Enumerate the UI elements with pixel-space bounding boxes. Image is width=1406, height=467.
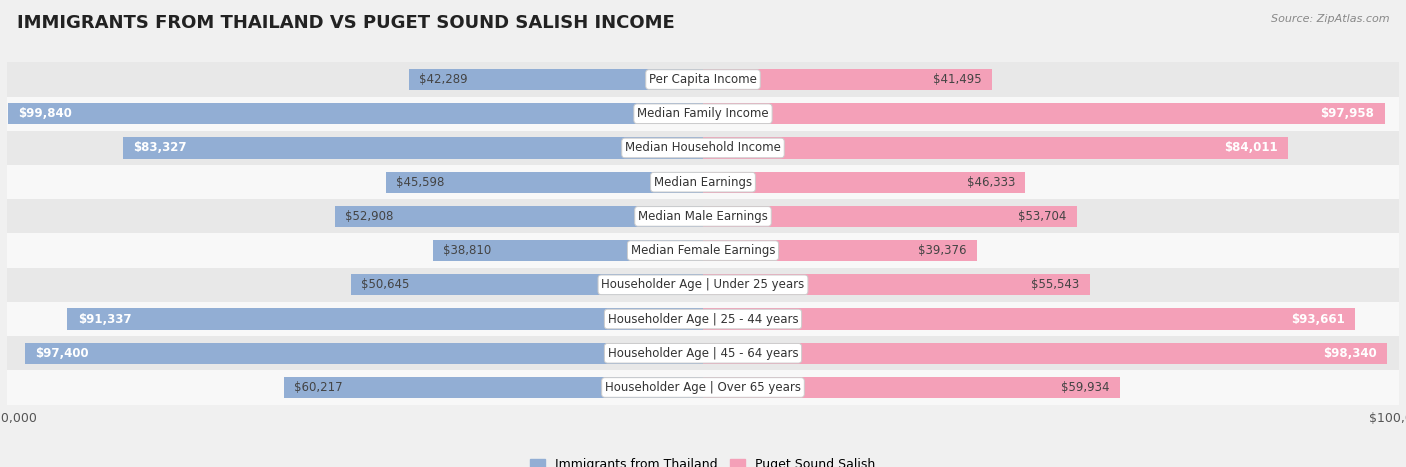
Bar [335, 206, 703, 227]
Text: $50,645: $50,645 [361, 278, 409, 291]
Text: $93,661: $93,661 [1291, 312, 1344, 325]
Text: $46,333: $46,333 [967, 176, 1015, 189]
Text: $39,376: $39,376 [918, 244, 966, 257]
Text: $53,704: $53,704 [1018, 210, 1066, 223]
Text: $41,495: $41,495 [932, 73, 981, 86]
Bar [7, 97, 1399, 131]
Text: $99,840: $99,840 [18, 107, 73, 120]
Text: Per Capita Income: Per Capita Income [650, 73, 756, 86]
Bar [409, 69, 703, 90]
Text: IMMIGRANTS FROM THAILAND VS PUGET SOUND SALISH INCOME: IMMIGRANTS FROM THAILAND VS PUGET SOUND … [17, 14, 675, 32]
Text: Householder Age | 25 - 44 years: Householder Age | 25 - 44 years [607, 312, 799, 325]
Bar [703, 240, 977, 261]
Bar [7, 199, 1399, 234]
Bar [7, 268, 1399, 302]
Bar [703, 274, 1090, 296]
Text: $97,400: $97,400 [35, 347, 89, 360]
Bar [350, 274, 703, 296]
Bar [7, 63, 1399, 97]
Text: $84,011: $84,011 [1223, 142, 1277, 155]
Bar [67, 308, 703, 330]
Bar [25, 343, 703, 364]
Text: Median Household Income: Median Household Income [626, 142, 780, 155]
Text: Median Family Income: Median Family Income [637, 107, 769, 120]
Legend: Immigrants from Thailand, Puget Sound Salish: Immigrants from Thailand, Puget Sound Sa… [526, 453, 880, 467]
Bar [703, 377, 1121, 398]
Text: Median Female Earnings: Median Female Earnings [631, 244, 775, 257]
Bar [7, 370, 1399, 404]
Text: $98,340: $98,340 [1323, 347, 1376, 360]
Bar [7, 131, 1399, 165]
Text: Source: ZipAtlas.com: Source: ZipAtlas.com [1271, 14, 1389, 24]
Bar [703, 343, 1388, 364]
Text: $97,958: $97,958 [1320, 107, 1374, 120]
Text: Median Male Earnings: Median Male Earnings [638, 210, 768, 223]
Text: $55,543: $55,543 [1031, 278, 1080, 291]
Text: Householder Age | 45 - 64 years: Householder Age | 45 - 64 years [607, 347, 799, 360]
Bar [7, 234, 1399, 268]
Bar [433, 240, 703, 261]
Text: $60,217: $60,217 [294, 381, 343, 394]
Bar [8, 103, 703, 124]
Bar [385, 171, 703, 193]
Bar [7, 165, 1399, 199]
Text: $91,337: $91,337 [77, 312, 131, 325]
Text: $42,289: $42,289 [419, 73, 468, 86]
Bar [703, 308, 1355, 330]
Bar [7, 336, 1399, 370]
Bar [703, 137, 1288, 159]
Text: $59,934: $59,934 [1062, 381, 1109, 394]
Text: Householder Age | Over 65 years: Householder Age | Over 65 years [605, 381, 801, 394]
Text: $83,327: $83,327 [134, 142, 187, 155]
Bar [703, 103, 1385, 124]
Text: $38,810: $38,810 [443, 244, 492, 257]
Bar [284, 377, 703, 398]
Bar [124, 137, 703, 159]
Bar [703, 69, 991, 90]
Text: Median Earnings: Median Earnings [654, 176, 752, 189]
Bar [703, 206, 1077, 227]
Text: $52,908: $52,908 [346, 210, 394, 223]
Text: $45,598: $45,598 [396, 176, 444, 189]
Bar [7, 302, 1399, 336]
Bar [703, 171, 1025, 193]
Text: Householder Age | Under 25 years: Householder Age | Under 25 years [602, 278, 804, 291]
